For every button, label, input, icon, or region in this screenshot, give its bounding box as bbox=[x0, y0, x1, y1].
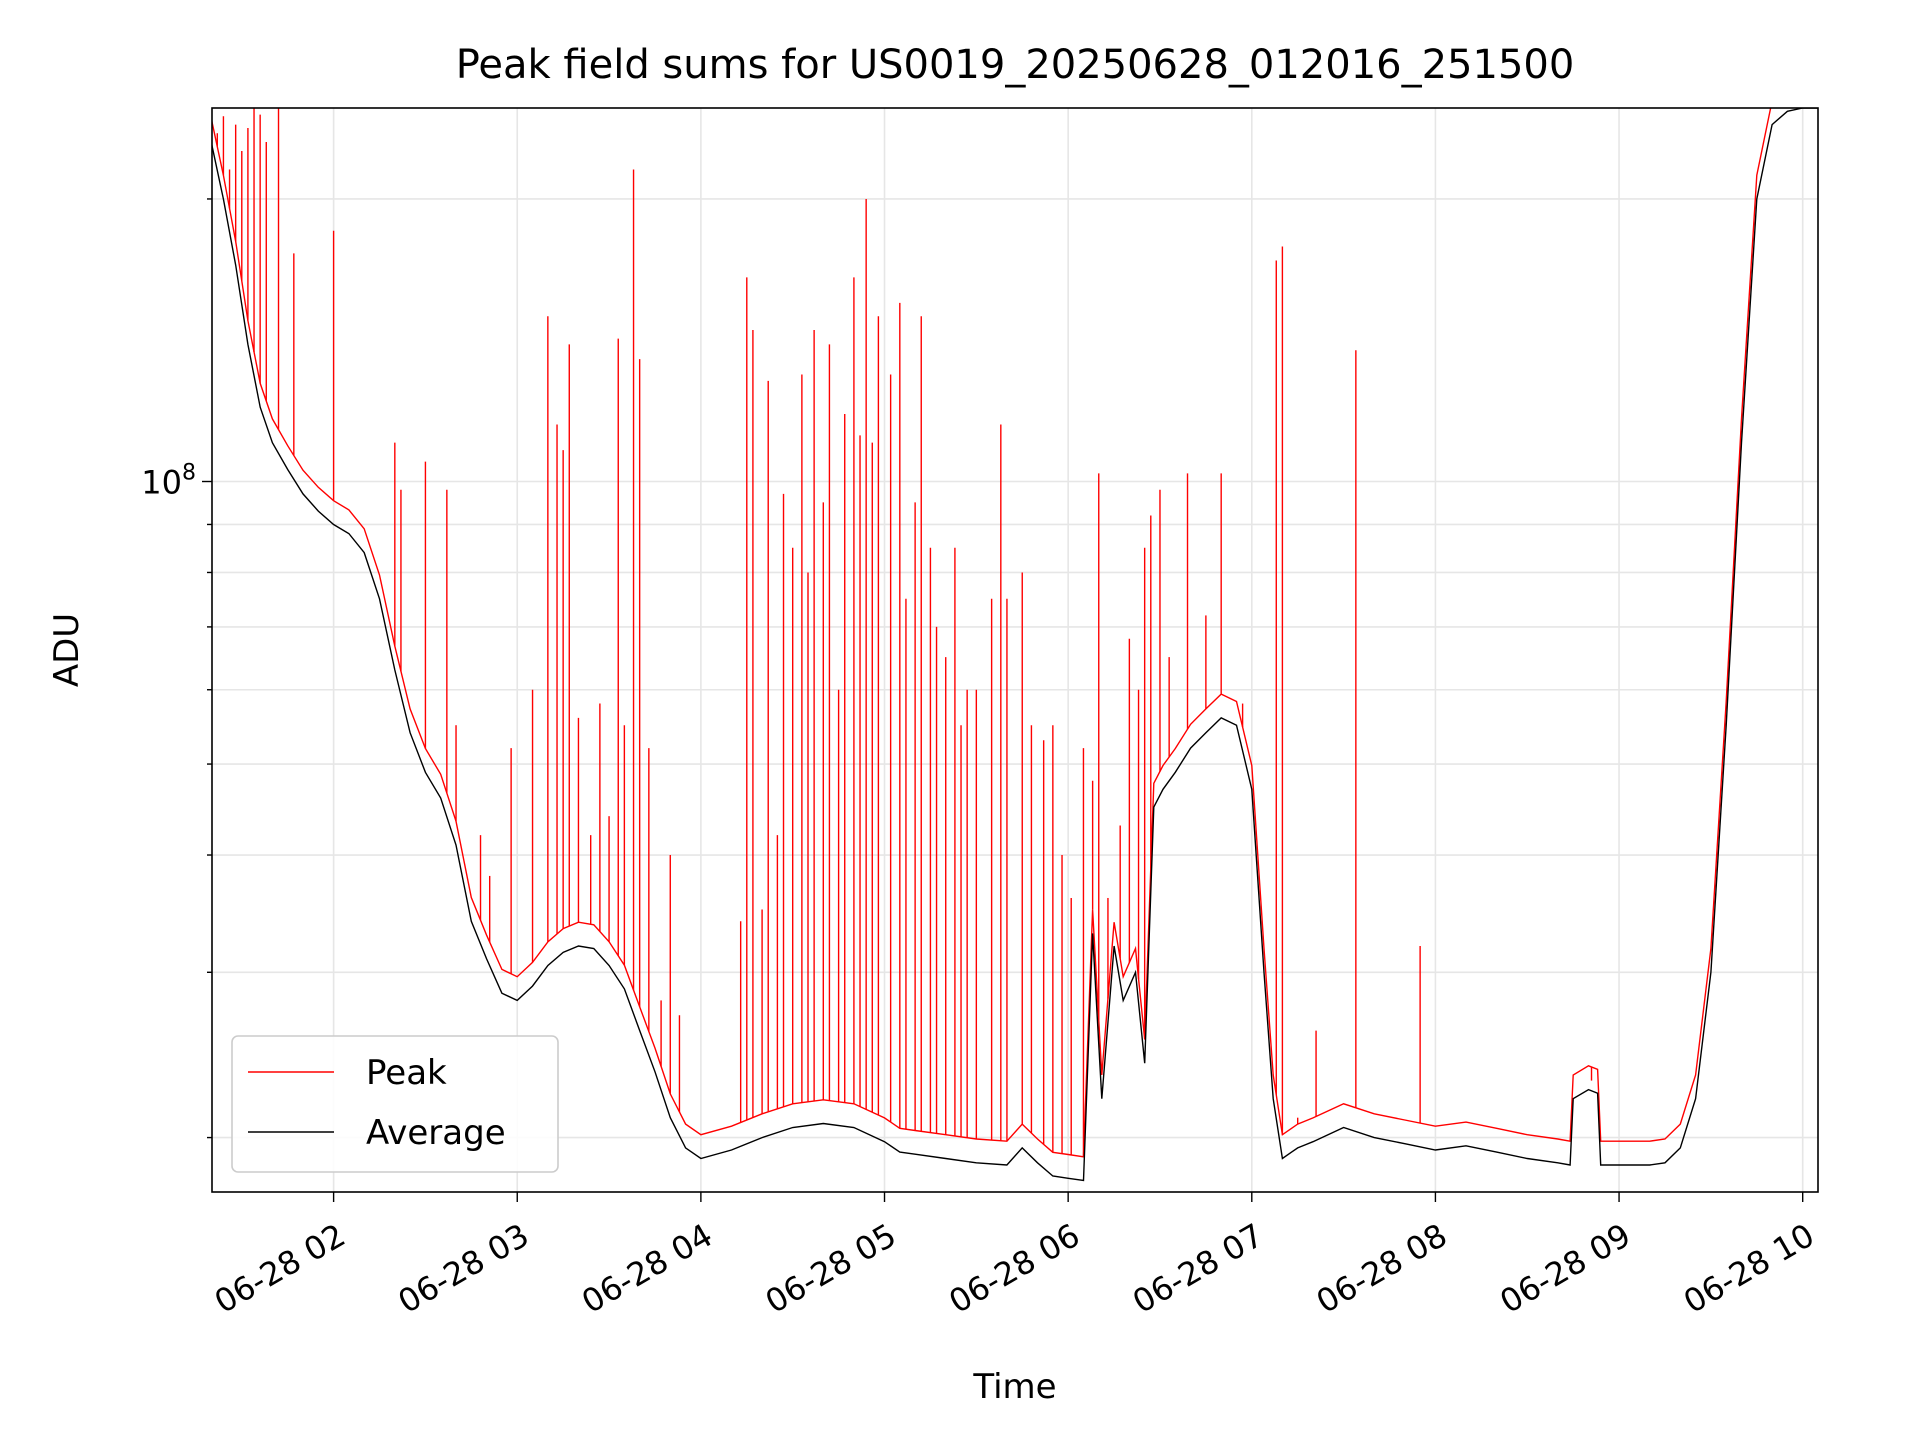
legend-average-label: Average bbox=[366, 1113, 506, 1153]
legend: Peak Average bbox=[231, 1035, 559, 1173]
chart-title: Peak field sums for US0019_20250628_0120… bbox=[456, 42, 1575, 88]
y-tick-label: 108 bbox=[141, 461, 196, 502]
x-axis-label: Time bbox=[972, 1367, 1056, 1407]
legend-box bbox=[231, 1035, 559, 1173]
y-axis-label: ADU bbox=[47, 613, 87, 687]
series-layer bbox=[212, 108, 1818, 1182]
legend-peak-label: Peak bbox=[366, 1053, 447, 1093]
peak-series-line bbox=[212, 108, 1772, 1158]
plot-frame bbox=[211, 107, 1819, 1193]
average-series-line bbox=[212, 108, 1818, 1182]
